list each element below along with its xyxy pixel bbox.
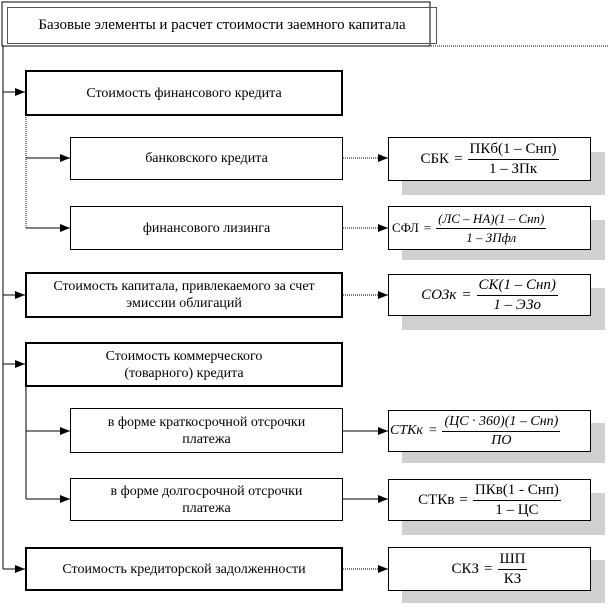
denominator: 1 – ЗПк [488,160,538,177]
equals: = [484,560,493,577]
formula-lhs: СТКк [390,423,423,438]
leasing-box: финансового лизинга [70,206,343,250]
equals: = [461,286,472,303]
denominator: ПО [491,432,512,448]
numerator: ПКв(1 - Снп) [472,482,561,501]
commercial-credit-cost-box: Стоимость коммерческого (товарного) кред… [25,342,343,387]
diagram-title: Базовые элементы и расчет стоимости заем… [7,7,437,44]
formula-lhs: СБК [420,150,450,167]
formula-stkk: СТКк = (ЦС · 360)(1 – Снп) ПО [388,410,591,452]
equals: = [454,150,463,167]
formula-lhs: СКЗ [451,560,480,577]
formula-lhs: СТКв [418,491,455,508]
denominator: 1 – ЦС [495,501,539,518]
numerator: ШП [497,551,528,570]
bond-capital-cost-box: Стоимость капитала, привлекаемого за сче… [25,272,343,318]
short-deferral-box: в форме краткосрочной отсрочки платежа [70,408,343,453]
financial-credit-cost-box: Стоимость финансового кредита [25,70,343,116]
long-deferral-box: в форме долгосрочной отсрочки платежа [70,478,343,521]
equals: = [427,423,438,438]
formula-sfl: СФЛ = (ЛС – НА)(1 – Снп) 1 – ЗПфл [388,206,591,250]
formula-stkv: СТКв = ПКв(1 - Снп) 1 – ЦС [388,479,591,521]
formula-lhs: СФЛ [392,220,419,235]
equals: = [459,491,468,508]
denominator: КЗ [503,570,522,587]
numerator: ПКб(1 – Снп) [467,141,559,160]
numerator: (ЦС · 360)(1 – Снп) [442,414,561,432]
denominator: 1 – ЗПфл [466,229,517,245]
formula-sozk: СОЗк = СК(1 – Снп) 1 – ЭЗо [388,274,591,316]
formula-skz: СКЗ = ШП КЗ [388,547,591,591]
formula-sbk: СБК = ПКб(1 – Снп) 1 – ЗПк [388,137,591,181]
equals: = [423,220,432,235]
denominator: 1 – ЭЗо [493,296,542,313]
bank-credit-box: банковского кредита [70,137,343,180]
numerator: (ЛС – НА)(1 – Снп) [436,211,547,229]
formula-lhs: СОЗк [421,286,457,303]
accounts-payable-cost-box: Стоимость кредиторской задолженности [25,547,343,591]
numerator: СК(1 – Снп) [476,277,558,296]
